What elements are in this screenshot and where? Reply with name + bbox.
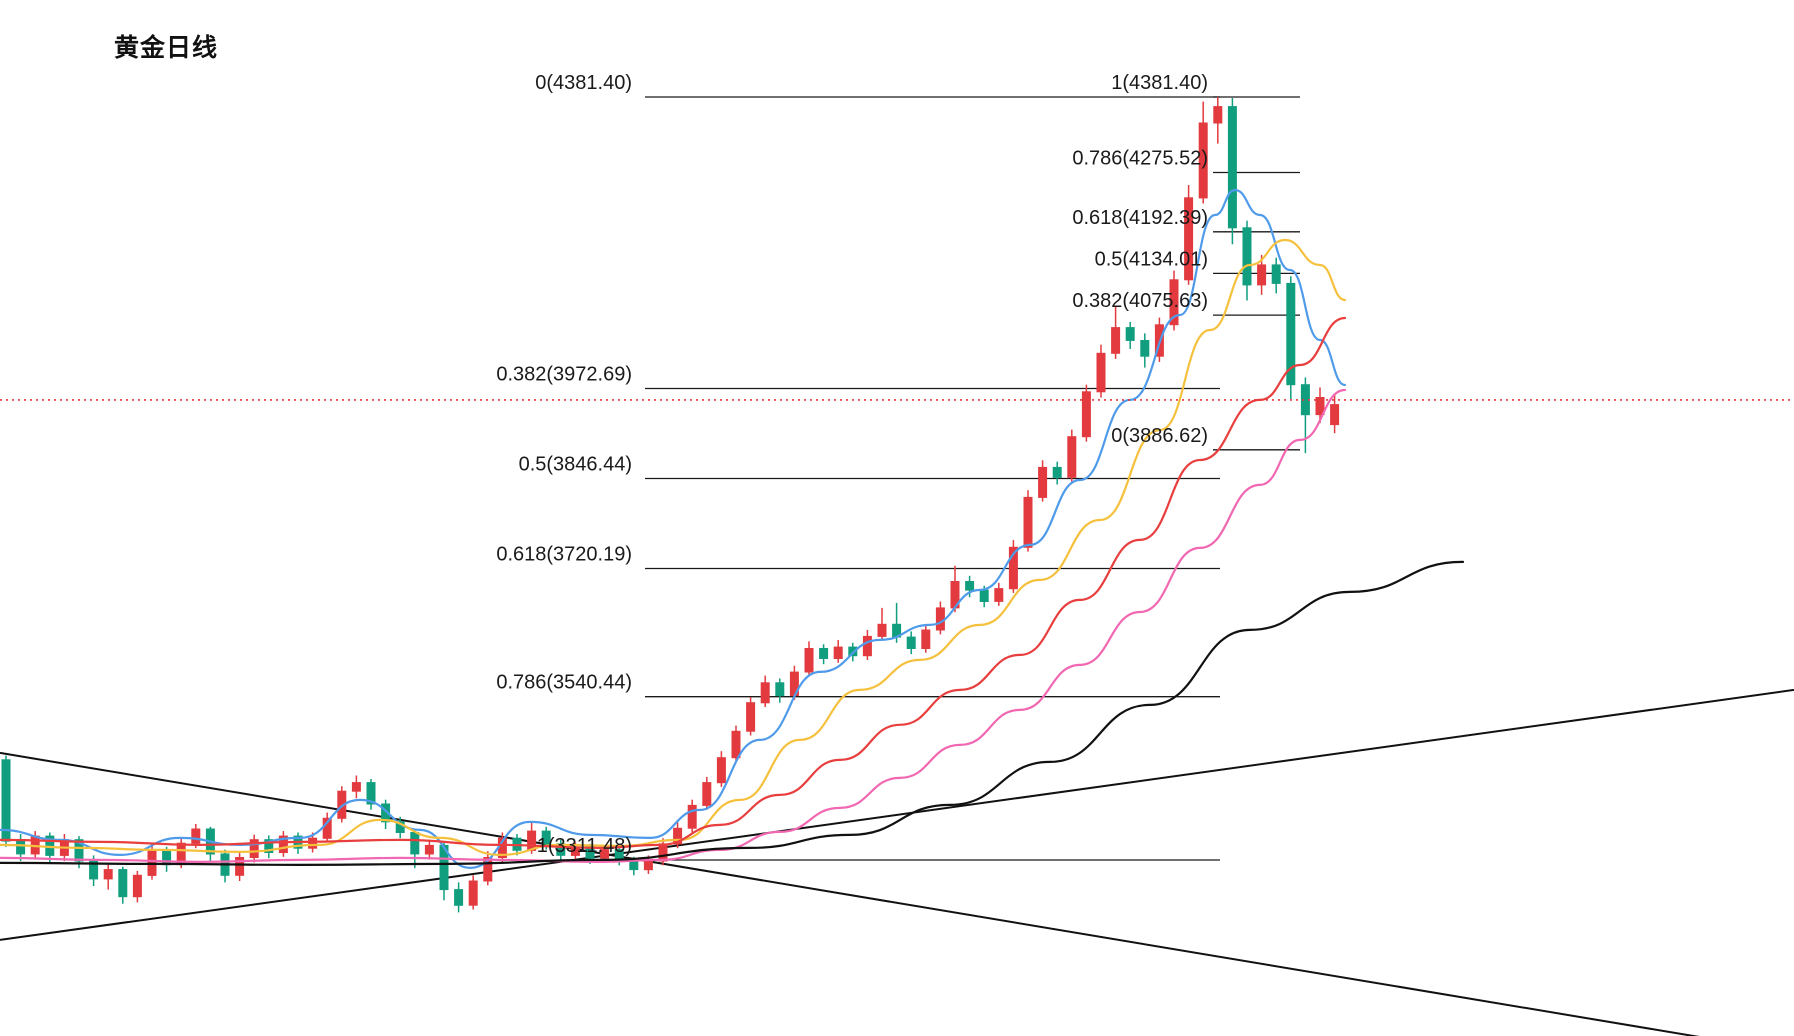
major-retracement-label: 0.618(3720.19) (496, 544, 632, 566)
candle-body (687, 804, 697, 829)
candle-body (1140, 340, 1150, 357)
major-retracement-label: 0.382(3972.69) (496, 364, 632, 386)
candle-body (1330, 404, 1340, 426)
minor-retracement-label: 0.5(4134.01) (1095, 248, 1208, 270)
candle-body (103, 869, 113, 880)
candle-body (1052, 466, 1062, 478)
candle-body (191, 828, 201, 844)
ma-slower-pink (0, 388, 1347, 864)
candle-body (819, 648, 829, 659)
minor-retracement-label: 1(4381.40) (1111, 72, 1208, 94)
candle-body (731, 730, 741, 759)
candle-body (1111, 327, 1121, 354)
candle-body (1227, 106, 1237, 229)
candle-body (410, 832, 420, 855)
candle-body (337, 790, 347, 819)
candle-body (848, 646, 858, 657)
candle-body (658, 843, 668, 862)
candle-body (906, 636, 916, 649)
candle-body (965, 581, 975, 591)
candle-body (1008, 546, 1018, 590)
candle-body (716, 757, 726, 784)
candle-body (235, 857, 245, 876)
candle-body (600, 849, 610, 859)
candle-body (1257, 264, 1267, 286)
candle-body (132, 874, 142, 898)
candle-body (921, 629, 931, 649)
ma-fast-blue (0, 188, 1347, 870)
candle-body (760, 682, 770, 704)
candle-body (366, 782, 376, 805)
candle-body (1184, 197, 1194, 281)
candle-body (1023, 496, 1033, 548)
candle-body (673, 827, 683, 845)
candle-body (1213, 106, 1223, 124)
candle-body (1038, 466, 1048, 498)
major-retracement-label: 0.5(3846.44) (519, 454, 632, 476)
candle-body (278, 835, 288, 853)
candle-body (1125, 327, 1135, 341)
candle-body (1198, 122, 1208, 199)
candle-body (118, 869, 128, 898)
major-retracement-label: 1(3311.48) (537, 835, 632, 857)
ma-longterm-black (0, 560, 1465, 867)
candle-body (351, 782, 361, 792)
candle-body (1169, 279, 1179, 326)
candle-body (702, 782, 712, 806)
candle-body (775, 682, 785, 697)
ma-mid-yellow (0, 238, 1347, 857)
candle-body (877, 623, 887, 637)
candle-body (89, 860, 99, 880)
candle-body (264, 839, 274, 854)
candle-body (1081, 391, 1091, 438)
candle-body (1067, 436, 1077, 478)
major-retracement-label: 0(4381.40) (535, 72, 632, 94)
candle-body (1242, 227, 1252, 286)
major-retracement-label: 0.786(3540.44) (496, 672, 632, 694)
candle-body (1096, 352, 1106, 393)
chart-title: 黄金日线 (114, 34, 219, 62)
minor-retracement-label: 0.786(4275.52) (1072, 148, 1208, 170)
candle-body (643, 860, 653, 871)
candle-body (746, 702, 756, 732)
candle-body (424, 844, 434, 855)
candle-body (483, 857, 493, 882)
candle-body (1271, 264, 1281, 284)
ma-slow-red (0, 316, 1347, 850)
candle-body (541, 830, 551, 845)
candle-body (833, 646, 843, 659)
candle-body (994, 588, 1004, 602)
candle-body (804, 648, 814, 673)
candle-body (862, 635, 872, 657)
ascending-trendline (0, 688, 1794, 941)
candle-body (308, 837, 318, 849)
candle-body (454, 889, 464, 906)
candle-body (16, 840, 26, 855)
descending-trendline (0, 751, 1700, 1036)
candle-body (1315, 397, 1325, 416)
candle-body (74, 839, 84, 862)
candle-body (381, 803, 391, 823)
candle-body (1286, 282, 1296, 386)
minor-retracement-label: 0.382(4075.63) (1072, 290, 1208, 312)
minor-retracement-label: 0(3886.62) (1111, 425, 1208, 447)
candle-body (935, 607, 945, 631)
candle-body (439, 844, 449, 891)
candle-body (1, 759, 11, 842)
minor-retracement-label: 0.618(4192.39) (1072, 207, 1208, 229)
candle-body (979, 589, 989, 602)
candle-body (249, 839, 259, 859)
candle-body (468, 880, 478, 906)
